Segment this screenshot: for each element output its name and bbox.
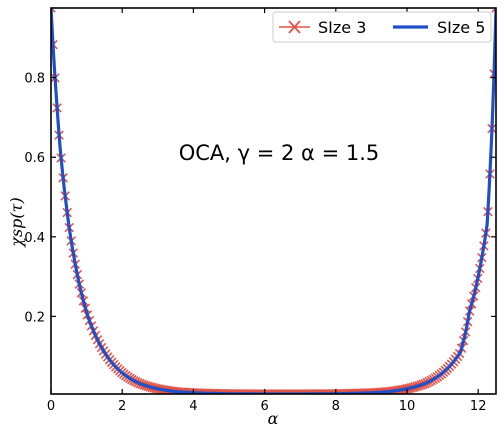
legend-marker-size3 <box>288 20 301 34</box>
series-size5-line <box>51 8 496 394</box>
data-point-size3 <box>491 8 496 13</box>
x-tick-label: 0 <box>47 399 55 414</box>
x-tick-label: 8 <box>332 399 340 414</box>
legend: SIze 3 SIze 5 <box>272 11 492 43</box>
legend-label-size5: SIze 5 <box>437 18 485 37</box>
plot-background <box>51 8 496 394</box>
legend-label-size3: SIze 3 <box>318 18 366 37</box>
y-axis-label: χsp(τ) <box>7 197 26 247</box>
y-tick-label: 0.6 <box>24 151 45 166</box>
x-tick-label: 6 <box>260 399 268 414</box>
x-tick-label: 4 <box>189 399 197 414</box>
x-tick-label: 10 <box>399 399 416 414</box>
y-tick-label: 0.4 <box>24 231 45 246</box>
y-axis-ticks: 0.2 0.4 0.6 0.8 <box>24 72 496 325</box>
x-axis-ticks: 0 2 4 6 8 10 12 <box>47 8 487 414</box>
chart-annotation: OCA, γ = 2 α = 1.5 <box>179 141 380 165</box>
x-tick-label: 12 <box>470 399 487 414</box>
y-tick-label: 0.2 <box>24 310 45 325</box>
y-tick-label: 0.8 <box>24 72 45 87</box>
x-tick-label: 2 <box>118 399 126 414</box>
legend-box <box>272 11 492 43</box>
data-point-size3 <box>51 8 56 13</box>
x-axis-label: α <box>268 409 279 428</box>
plot-frame <box>50 7 497 395</box>
